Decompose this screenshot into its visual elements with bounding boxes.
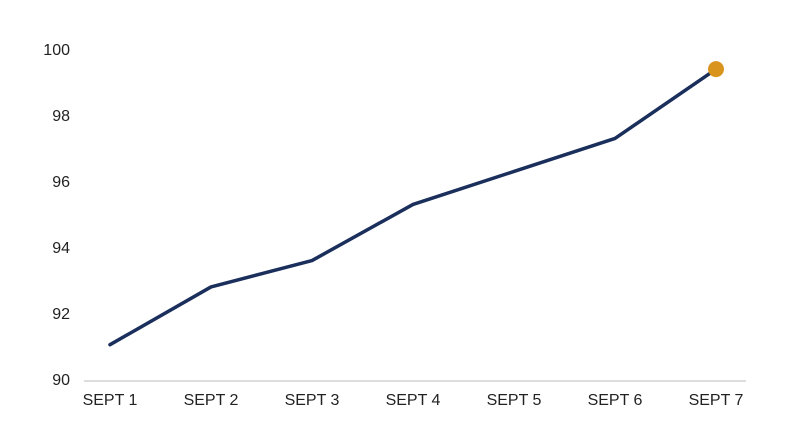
x-tick-label: SEPT 1 [83, 392, 138, 409]
y-tick-label: 90 [52, 372, 70, 389]
y-tick-label: 92 [52, 306, 70, 323]
x-tick-label: SEPT 5 [487, 392, 542, 409]
x-tick-label: SEPT 6 [588, 392, 643, 409]
y-tick-label: 100 [43, 42, 70, 59]
x-tick-label: SEPT 7 [689, 392, 744, 409]
x-tick-label: SEPT 4 [386, 392, 441, 409]
y-tick-label: 94 [52, 240, 70, 257]
y-tick-label: 98 [52, 108, 70, 125]
highlight-marker [708, 61, 724, 78]
y-tick-label: 96 [52, 174, 70, 191]
x-tick-label: SEPT 3 [285, 392, 340, 409]
line [108, 67, 718, 347]
x-tick-label: SEPT 2 [184, 392, 239, 409]
